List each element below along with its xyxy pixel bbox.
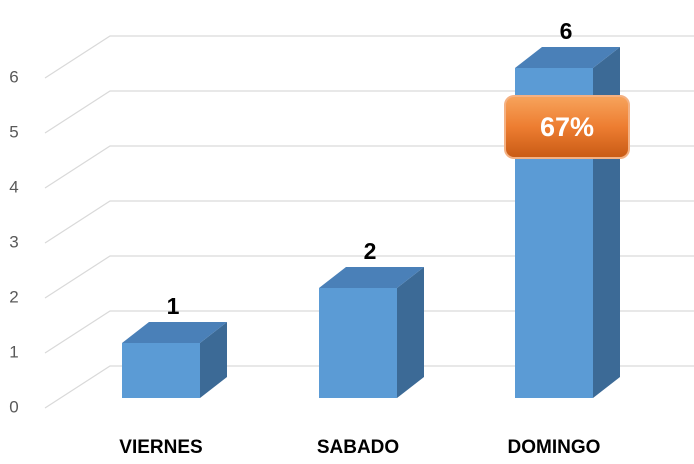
grid-line (44, 35, 694, 79)
data-label: 6 (560, 18, 573, 44)
grid-line (44, 90, 694, 134)
x-tick-label: DOMINGO (508, 437, 601, 458)
y-tick-label: 5 (9, 122, 18, 141)
bar-front (319, 288, 397, 398)
bar-side (200, 322, 227, 398)
bar-top (122, 322, 227, 343)
y-tick-label: 4 (9, 177, 18, 196)
annotation: 67% (540, 112, 594, 142)
grid-line (44, 310, 694, 354)
grid-line (44, 255, 694, 299)
bar (319, 267, 424, 398)
x-tick-label: VIERNES (119, 437, 202, 458)
bar-top (319, 267, 424, 288)
grid-line (44, 365, 694, 409)
y-tick-label: 3 (9, 232, 18, 251)
bar-side (397, 267, 424, 398)
bar-top (515, 47, 620, 68)
y-tick-label: 2 (9, 287, 18, 306)
bar-front (122, 343, 200, 398)
data-label: 1 (167, 293, 180, 319)
grid-line (44, 145, 694, 189)
annotation-box (504, 95, 630, 159)
y-tick-label: 1 (9, 342, 18, 361)
y-tick-label: 6 (9, 67, 18, 86)
bar (122, 322, 227, 398)
data-label: 2 (364, 238, 377, 264)
grid-line (44, 200, 694, 244)
y-tick-label: 0 (9, 397, 18, 416)
x-tick-label: SABADO (317, 437, 399, 458)
